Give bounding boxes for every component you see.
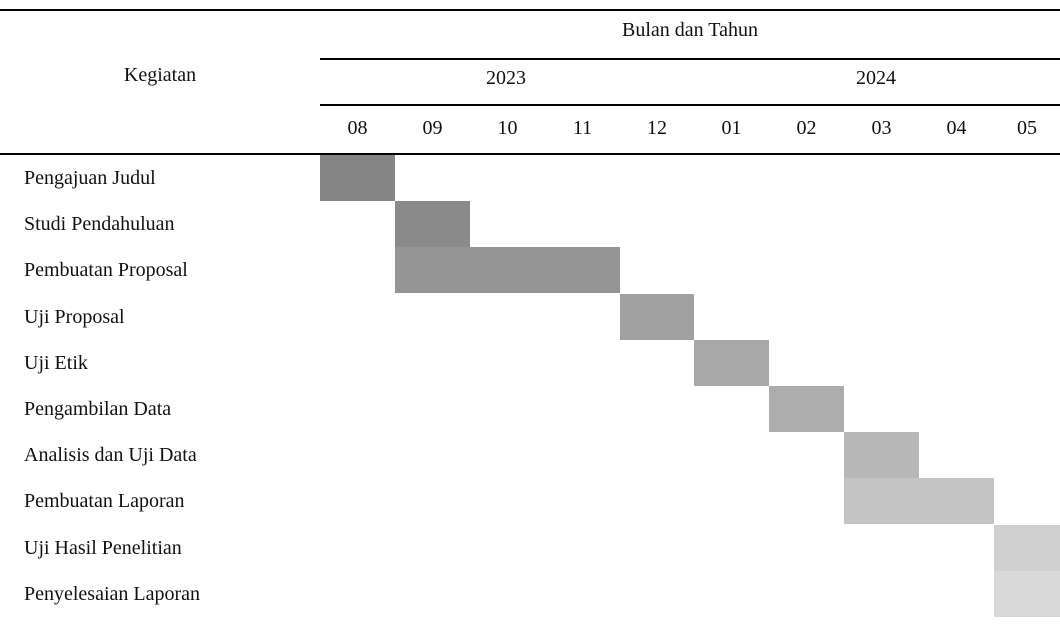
top-rule	[0, 9, 1060, 11]
period-underline	[320, 58, 1060, 60]
month-header-6: 02	[796, 117, 817, 139]
month-header-9: 05	[1017, 117, 1037, 139]
month-header-7: 03	[871, 117, 892, 139]
activity-label: Pembuatan Laporan	[24, 490, 185, 513]
header-bottom-rule	[0, 153, 1060, 155]
month-header-3: 11	[572, 117, 593, 139]
schedule-bar	[994, 571, 1060, 617]
activity-label: Penyelesaian Laporan	[24, 582, 201, 605]
schedule-bar	[320, 155, 395, 201]
year-2023: 2023	[486, 67, 526, 89]
schedule-bar	[769, 386, 844, 432]
schedule-bar	[994, 525, 1060, 571]
activity-label: Uji Hasil Penelitian	[24, 536, 182, 559]
schedule-bar	[694, 340, 769, 386]
year-underline	[320, 104, 1060, 106]
schedule-bar	[844, 432, 919, 478]
month-header-8: 04	[946, 117, 967, 139]
activity-label: Uji Proposal	[24, 305, 125, 328]
activity-label: Studi Pendahuluan	[24, 213, 175, 236]
activity-label: Uji Etik	[24, 351, 88, 374]
month-header-2: 10	[497, 117, 518, 139]
activity-label: Pembuatan Proposal	[24, 259, 188, 282]
activity-label: Analisis dan Uji Data	[24, 444, 197, 467]
schedule-bar	[620, 294, 694, 340]
year-2024: 2024	[856, 67, 896, 89]
activity-label: Pengambilan Data	[24, 398, 172, 420]
month-header-0: 08	[347, 117, 368, 139]
schedule-bar	[395, 201, 470, 247]
month-header-1: 09	[422, 117, 443, 139]
month-header-5: 01	[721, 117, 742, 139]
activity-label: Pengajuan Judul	[24, 167, 156, 189]
schedule-bar	[395, 247, 620, 293]
month-header-4: 12	[647, 117, 667, 139]
period-header: Bulan dan Tahun	[622, 19, 758, 41]
schedule-bar	[844, 478, 994, 524]
activity-column-header: Kegiatan	[123, 64, 197, 86]
